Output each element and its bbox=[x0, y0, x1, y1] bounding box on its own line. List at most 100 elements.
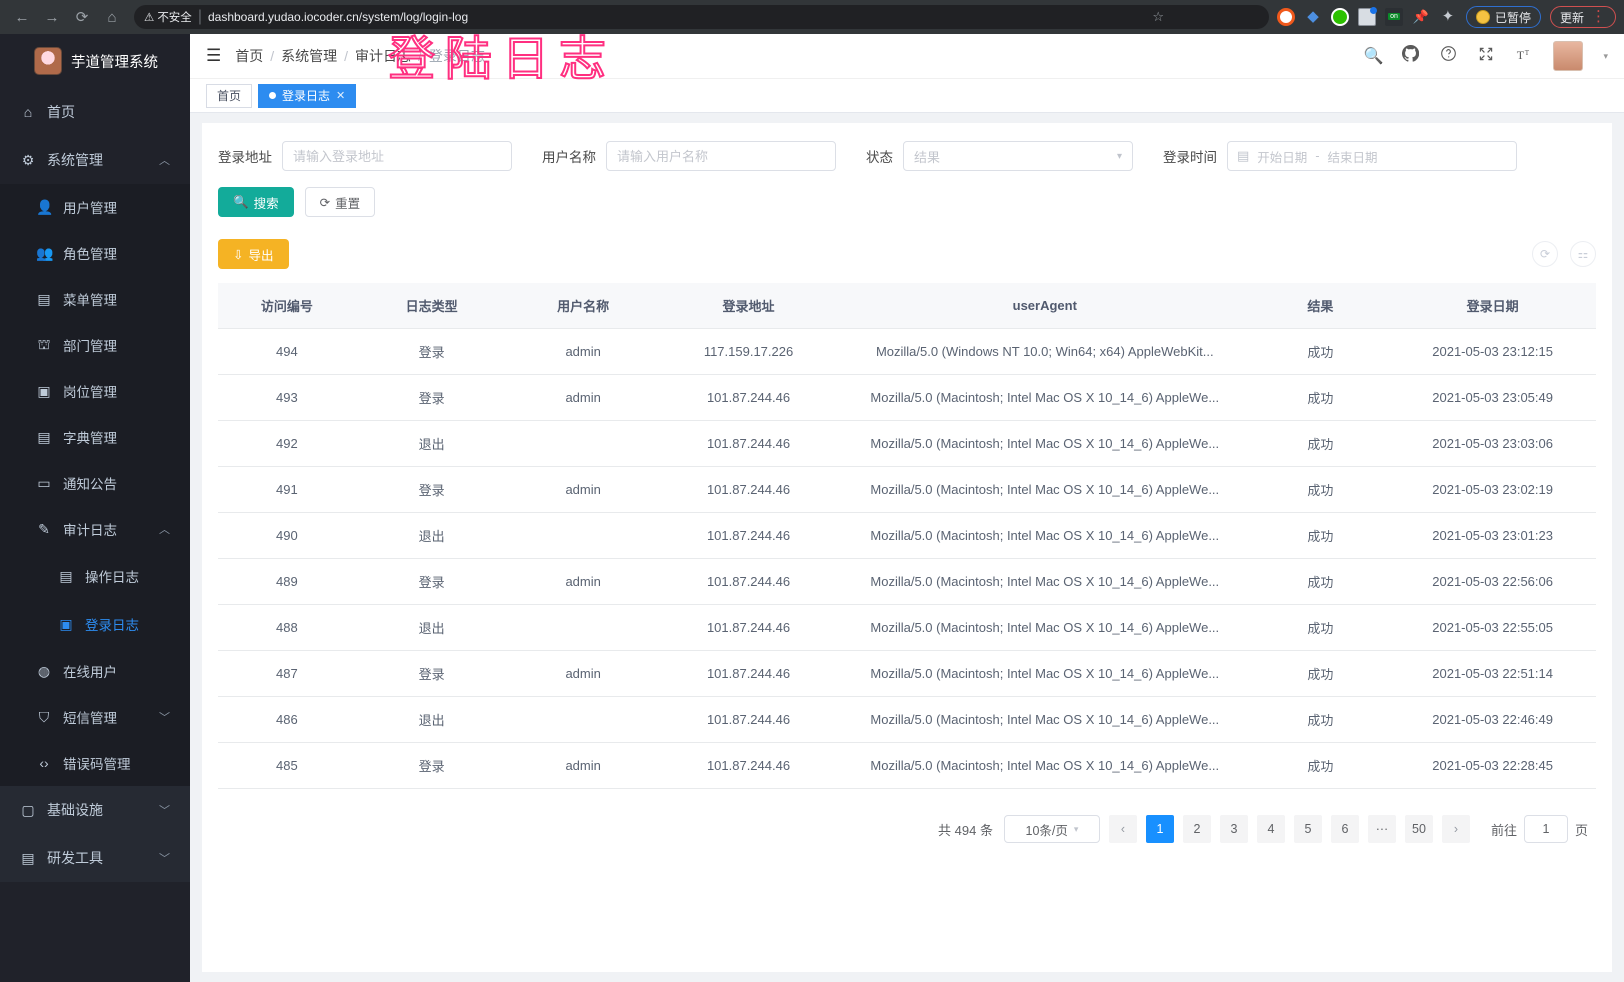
forward-arrow-icon[interactable]: → bbox=[44, 8, 60, 26]
chevron-down-icon[interactable]: ▾ bbox=[1603, 50, 1608, 61]
breadcrumb-item-2[interactable]: 审计日志 bbox=[355, 48, 412, 64]
sidebar-item-1[interactable]: ⚙ 系统管理 ︿ bbox=[0, 136, 190, 184]
search-icon[interactable]: 🔍 bbox=[1363, 48, 1384, 65]
user-avatar[interactable] bbox=[1553, 41, 1584, 71]
update-button[interactable]: 更新 ⋮ bbox=[1549, 6, 1616, 28]
cell-user: admin bbox=[507, 466, 659, 513]
reload-icon[interactable]: ⟳ bbox=[75, 9, 89, 26]
sidebar-item-label: 首页 bbox=[47, 104, 75, 120]
role-icon: 👥 bbox=[36, 244, 54, 261]
export-button[interactable]: ⇩ 导出 bbox=[218, 239, 289, 269]
page-size-select[interactable]: 10条/页 ▾ bbox=[1003, 815, 1100, 843]
refresh-circle-icon[interactable]: ⟳ bbox=[1532, 241, 1558, 267]
sidebar-item-11[interactable]: ▣ 登录日志 bbox=[0, 600, 190, 648]
ring-extension-icon[interactable] bbox=[1276, 8, 1295, 26]
github-icon[interactable] bbox=[1401, 44, 1420, 67]
cell-date: 2021-05-03 22:28:45 bbox=[1389, 742, 1596, 789]
table-row[interactable]: 486 退出 101.87.244.46 Mozilla/5.0 (Macintosh… bbox=[218, 696, 1596, 743]
brand[interactable]: 芋道管理系统 bbox=[0, 34, 190, 88]
sidebar-item-7[interactable]: ▤ 字典管理 bbox=[0, 414, 190, 460]
col-header-useragent: userAgent bbox=[838, 283, 1252, 329]
sidebar-item-8[interactable]: ▭ 通知公告 bbox=[0, 460, 190, 506]
doc-icon: ▤ bbox=[59, 567, 73, 584]
search-button[interactable]: 🔍 搜索 bbox=[218, 187, 294, 217]
table-row[interactable]: 493 登录 admin 101.87.244.46 Mozilla/5.0 (Maci… bbox=[218, 374, 1596, 421]
username-input[interactable] bbox=[606, 141, 836, 171]
columns-circle-icon[interactable]: ⚏ bbox=[1570, 241, 1596, 267]
tab-login-log[interactable]: 登录日志 ✕ bbox=[258, 83, 357, 108]
fullscreen-icon[interactable] bbox=[1477, 46, 1495, 67]
reset-button[interactable]: ⟳ 重置 bbox=[304, 187, 376, 217]
table-row[interactable]: 492 退出 101.87.244.46 Mozilla/5.0 (Macintosh… bbox=[218, 420, 1596, 467]
breadcrumb-item-1[interactable]: 系统管理 bbox=[281, 48, 338, 64]
cell-date: 2021-05-03 22:46:49 bbox=[1389, 696, 1596, 743]
table-row[interactable]: 487 登录 admin 101.87.244.46 Mozilla/5.0 (Maci… bbox=[218, 650, 1596, 697]
table-row[interactable]: 488 退出 101.87.244.46 Mozilla/5.0 (Macintosh… bbox=[218, 604, 1596, 651]
home-icon[interactable]: ⌂ bbox=[107, 8, 117, 26]
pagination-page-6[interactable]: 6 bbox=[1330, 815, 1359, 843]
pagination-page-4[interactable]: 4 bbox=[1256, 815, 1285, 843]
address-bar[interactable]: ⚠ 不安全 | dashboard.yudao.iocoder.cn/syste… bbox=[134, 5, 1269, 29]
sidebar-item-3[interactable]: 👥 角色管理 bbox=[0, 230, 190, 276]
pagination-page-1[interactable]: 1 bbox=[1145, 815, 1174, 843]
bookmark-star-icon[interactable]: ☆ bbox=[1152, 9, 1164, 24]
sidebar-item-15[interactable]: ▢ 基础设施 ﹀ bbox=[0, 786, 190, 834]
pagination-page-2[interactable]: 2 bbox=[1182, 815, 1211, 843]
pagination-pages: 1 2 3 4 5 6 ··· 50 bbox=[1145, 815, 1433, 843]
cell-id: 488 bbox=[218, 604, 356, 651]
tab-home[interactable]: 首页 bbox=[206, 83, 253, 108]
pagination-page-5[interactable]: 5 bbox=[1293, 815, 1322, 843]
notes-extension-icon[interactable] bbox=[1357, 7, 1377, 26]
login-address-input[interactable] bbox=[282, 141, 512, 171]
cell-id: 487 bbox=[218, 650, 356, 697]
translate-extension-icon[interactable]: on bbox=[1384, 8, 1403, 26]
sidebar-item-0[interactable]: ⌂ 首页 bbox=[0, 88, 190, 136]
puzzle-extension-icon[interactable]: ✦ bbox=[1441, 8, 1455, 25]
sidebar-item-6[interactable]: ▣ 岗位管理 bbox=[0, 368, 190, 414]
table-row[interactable]: 490 退出 101.87.244.46 Mozilla/5.0 (Macintosh… bbox=[218, 512, 1596, 559]
pagination-next[interactable]: › bbox=[1441, 815, 1470, 843]
sidebar-item-10[interactable]: ▤ 操作日志 bbox=[0, 552, 190, 600]
gem-extension-icon[interactable]: ◆ bbox=[1307, 8, 1319, 25]
table-row[interactable]: 491 登录 admin 101.87.244.46 Mozilla/5.0 (Maci… bbox=[218, 466, 1596, 513]
sidebar-item-label: 字典管理 bbox=[63, 431, 117, 446]
date-range-dash: - bbox=[1315, 149, 1320, 163]
pagination-page-50[interactable]: 50 bbox=[1404, 815, 1433, 843]
pagination-ellipsis[interactable]: ··· bbox=[1367, 815, 1396, 843]
pagination-prev[interactable]: ‹ bbox=[1108, 815, 1137, 843]
export-button-label: 导出 bbox=[248, 248, 274, 263]
breadcrumb-item-0[interactable]: 首页 bbox=[235, 48, 264, 64]
sidebar-item-9[interactable]: ✎ 审计日志 ︿ bbox=[0, 506, 190, 552]
cell-addr: 101.87.244.46 bbox=[658, 650, 839, 697]
sidebar-item-label: 操作日志 bbox=[85, 570, 139, 585]
help-circle-icon[interactable] bbox=[1439, 45, 1457, 67]
kebab-menu-icon[interactable]: ⋮ bbox=[1591, 8, 1606, 25]
field-username: 用户名称 bbox=[542, 141, 836, 171]
wechat-extension-icon[interactable] bbox=[1330, 8, 1349, 26]
sidebar-item-13[interactable]: ⛉ 短信管理 ﹀ bbox=[0, 694, 190, 740]
sidebar-item-12[interactable]: ◍ 在线用户 bbox=[0, 648, 190, 694]
sidebar-item-14[interactable]: ‹› 错误码管理 bbox=[0, 740, 190, 786]
close-icon[interactable]: ✕ bbox=[336, 90, 346, 102]
table-row[interactable]: 489 登录 admin 101.87.244.46 Mozilla/5.0 (Maci… bbox=[218, 558, 1596, 605]
table-row[interactable]: 485 登录 admin 101.87.244.46 Mozilla/5.0 (Maci… bbox=[218, 742, 1596, 789]
pagination-jump: 前往 页 bbox=[1491, 815, 1588, 843]
pagination-page-3[interactable]: 3 bbox=[1219, 815, 1248, 843]
table-row[interactable]: 494 登录 admin 117.159.17.226 Mozilla/5.0 (Win… bbox=[218, 328, 1596, 375]
sidebar-item-5[interactable]: ⛫ 部门管理 bbox=[0, 322, 190, 368]
paused-status-pill[interactable]: 已暂停 bbox=[1465, 6, 1541, 28]
sidebar-item-16[interactable]: ▤ 研发工具 ﹀ bbox=[0, 834, 190, 882]
pagination-jump-input[interactable] bbox=[1523, 815, 1568, 843]
login-time-daterange[interactable]: ▤ 开始日期 - 结束日期 bbox=[1227, 141, 1517, 171]
sidebar-item-4[interactable]: ▤ 菜单管理 bbox=[0, 276, 190, 322]
back-arrow-icon[interactable]: ← bbox=[14, 8, 30, 26]
hamburger-menu-icon[interactable]: ☰ bbox=[206, 46, 222, 65]
sidebar-item-2[interactable]: 👤 用户管理 bbox=[0, 184, 190, 230]
pin-extension-icon[interactable]: 📌 bbox=[1412, 9, 1430, 24]
status-select[interactable]: 结果 ▾ bbox=[903, 141, 1133, 171]
cell-type: 登录 bbox=[355, 558, 508, 605]
cell-date: 2021-05-03 22:56:06 bbox=[1389, 558, 1596, 605]
cell-date: 2021-05-03 23:03:06 bbox=[1389, 420, 1596, 467]
